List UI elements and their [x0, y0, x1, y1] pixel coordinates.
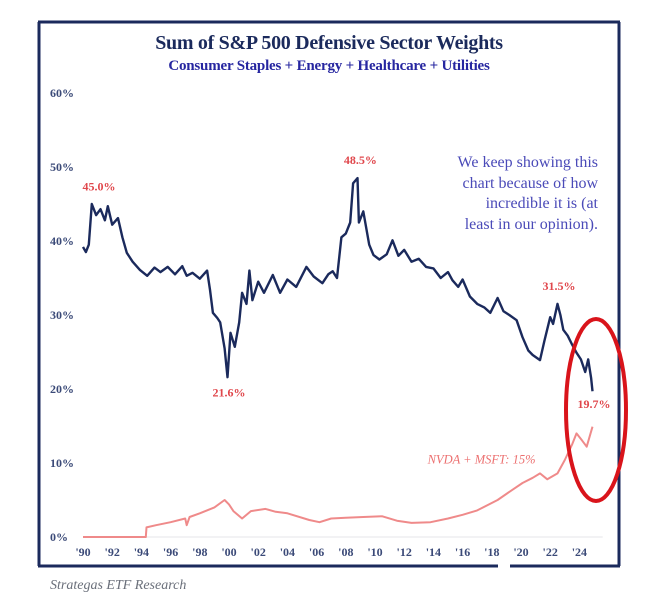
y-tick-label: 40% [50, 234, 74, 248]
x-tick-label: '24 [572, 545, 587, 559]
chart-title: Sum of S&P 500 Defensive Sector Weights [155, 32, 503, 54]
peak-label: 21.6% [213, 385, 246, 399]
note-line: chart because of how [462, 174, 599, 192]
chart-frame [37, 20, 621, 568]
x-tick-label: '06 [309, 545, 324, 559]
x-tick-label: '02 [251, 545, 266, 559]
chart-subtitle: Consumer Staples + Energy + Healthcare +… [168, 58, 490, 74]
x-tick-label: '12 [397, 545, 412, 559]
x-tick-label: '94 [134, 545, 149, 559]
x-tick-label: '20 [513, 545, 528, 559]
x-tick-label: '14 [426, 545, 441, 559]
x-tick-label: '18 [484, 545, 499, 559]
commentary-note: We keep showing this chart because of ho… [368, 153, 598, 235]
y-tick-label: 60% [50, 86, 74, 100]
y-tick-label: 20% [50, 382, 74, 396]
x-tick-label: '92 [105, 545, 120, 559]
series-lines [81, 176, 594, 538]
peak-label: 48.5% [344, 153, 377, 167]
x-tick-label: '98 [192, 545, 207, 559]
y-tick-label: 0% [50, 530, 68, 544]
x-axis: '90 '92 '94 '96 '98 '00 '02 '04 '06 '08 '10 '12 '14 '… [75, 545, 587, 559]
x-tick-label: '16 [455, 545, 470, 559]
peak-label: 19.7% [578, 397, 611, 411]
highlight-ellipse [564, 317, 628, 503]
x-tick-label: '90 [75, 545, 90, 559]
peak-label: 45.0% [83, 180, 116, 194]
x-tick-label: '96 [163, 545, 178, 559]
y-tick-label: 30% [50, 308, 74, 322]
note-line: least in our opinion). [464, 215, 598, 233]
source-credit: Strategas ETF Research [50, 578, 187, 593]
nvda-msft-line [83, 426, 594, 538]
series-label: NVDA + MSFT: 15% [427, 453, 536, 467]
x-tick-label: '10 [367, 545, 382, 559]
y-axis: 0% 10% 20% 30% 40% 50% 60% [50, 86, 74, 544]
note-line: incredible it is (at [485, 195, 598, 212]
x-tick-label: '04 [280, 545, 295, 559]
x-tick-label: '08 [338, 545, 353, 559]
annotations: 45.0% 21.6% 48.5% 31.5% 19.7% NVDA + MSFT: 15… [83, 153, 611, 467]
y-tick-label: 50% [50, 160, 74, 174]
note-line: We keep showing this [457, 154, 598, 171]
defensive-weights-line [81, 176, 594, 392]
x-tick-label: '00 [221, 545, 236, 559]
y-tick-label: 10% [50, 456, 74, 470]
peak-label: 31.5% [542, 279, 575, 293]
x-tick-label: '22 [543, 545, 558, 559]
